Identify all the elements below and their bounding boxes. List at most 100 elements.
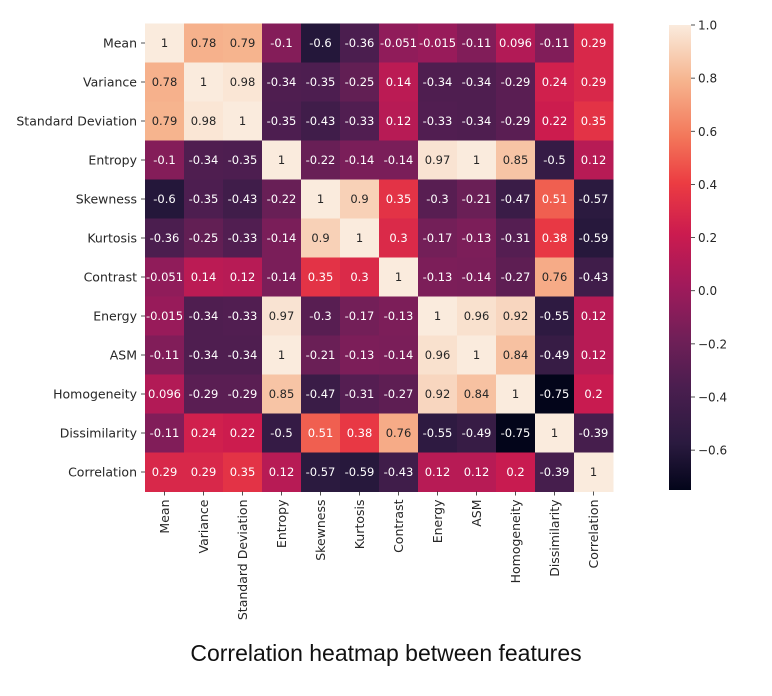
x-tick-label: Standard Deviation: [235, 500, 250, 621]
cell-value-label: -0.47: [501, 192, 531, 206]
x-tick-label: Contrast: [391, 499, 406, 553]
colorbar-ticks: 1.0 0.8 0.6 0.4 0.2 0.0 −0.2 −0.4 −0.6: [691, 19, 727, 458]
cell-value-label: -0.34: [189, 348, 219, 362]
cell-value-label: -0.35: [228, 153, 258, 167]
x-tick-label: Dissimilarity: [547, 499, 562, 577]
heatmap-cell-8-6: [379, 335, 419, 375]
heatmap-cell-0-0: [145, 23, 185, 63]
x-tick-label: Energy: [430, 499, 445, 543]
cell-value-label: 0.51: [542, 192, 568, 206]
x-tick-label: Homogeneity: [508, 499, 523, 583]
heatmap-cell-2-3: [262, 101, 302, 141]
cell-value-label: 0.12: [464, 465, 490, 479]
cell-value-label: -0.5: [543, 153, 565, 167]
cell-value-label: -0.43: [384, 465, 414, 479]
cell-value-label: 0.78: [152, 75, 178, 89]
heatmap-cell-6-3: [262, 257, 302, 297]
cell-value-label: -0.34: [189, 153, 219, 167]
cell-value-label: -0.051: [380, 36, 417, 50]
heatmap-cell-10-3: [262, 413, 302, 453]
heatmap-cell-3-2: [223, 140, 263, 180]
cell-value-label: -0.33: [228, 309, 258, 323]
cell-value-label: 1: [200, 75, 207, 89]
heatmap-cell-8-3: [262, 335, 302, 375]
cell-value-label: 0.96: [464, 309, 490, 323]
heatmap-cell-9-1: [184, 374, 224, 414]
heatmap-cell-1-5: [340, 62, 380, 102]
cell-value-label: 0.29: [152, 465, 178, 479]
cell-value-label: -0.015: [146, 309, 183, 323]
y-tick-label: ASM: [110, 348, 137, 363]
cell-value-label: 0.12: [581, 309, 607, 323]
heatmap-cell-8-5: [340, 335, 380, 375]
cell-value-label: 0.24: [191, 426, 217, 440]
cell-value-label: -0.34: [462, 114, 492, 128]
cell-value-label: -0.29: [501, 75, 531, 89]
heatmap-cell-10-6: [379, 413, 419, 453]
cell-value-label: -0.33: [345, 114, 375, 128]
heatmap-cell-1-4: [301, 62, 341, 102]
cell-value-label: -0.3: [426, 192, 448, 206]
y-tick-label: Variance: [83, 75, 137, 90]
cell-value-label: -0.14: [267, 270, 297, 284]
heatmap-cell-11-10: [535, 452, 575, 492]
cell-value-label: -0.25: [189, 231, 219, 245]
heatmap-cell-2-1: [184, 101, 224, 141]
y-tick-label: Homogeneity: [53, 387, 137, 402]
colorbar-tick-label: 0.2: [698, 231, 717, 245]
cell-value-label: -0.6: [309, 36, 331, 50]
cell-value-label: 0.35: [230, 465, 256, 479]
heatmap-cell-9-8: [457, 374, 497, 414]
cell-value-label: 1: [590, 465, 597, 479]
cell-value-label: 1: [512, 387, 519, 401]
cell-value-label: -0.35: [189, 192, 219, 206]
cell-value-label: -0.17: [423, 231, 453, 245]
heatmap-cell-0-4: [301, 23, 341, 63]
heatmap-cell-5-4: [301, 218, 341, 258]
cell-value-label: -0.75: [501, 426, 531, 440]
cell-value-label: 1: [395, 270, 402, 284]
heatmap-cell-2-9: [496, 101, 536, 141]
cell-value-label: -0.015: [419, 36, 456, 50]
heatmap-cell-5-5: [340, 218, 380, 258]
cell-value-label: 0.14: [386, 75, 412, 89]
heatmap-cell-0-3: [262, 23, 302, 63]
cell-value-label: 1: [473, 153, 480, 167]
y-axis-labels: Mean Variance Standard Deviation Entropy Ske…: [16, 36, 145, 480]
y-tick-label: Kurtosis: [87, 231, 137, 246]
cell-value-label: 0.96: [425, 348, 451, 362]
cell-value-label: -0.6: [153, 192, 175, 206]
cell-value-label: -0.33: [423, 114, 453, 128]
heatmap-cell-1-10: [535, 62, 575, 102]
cell-value-label: 0.38: [347, 426, 373, 440]
cell-value-label: 0.97: [269, 309, 295, 323]
cell-value-label: 0.22: [542, 114, 568, 128]
heatmap-cell-1-2: [223, 62, 263, 102]
y-tick-label: Energy: [93, 309, 137, 324]
cell-value-label: 0.12: [581, 153, 607, 167]
cell-value-label: 0.92: [425, 387, 451, 401]
cell-value-label: 0.12: [581, 348, 607, 362]
colorbar-tick-label: 0.8: [698, 72, 717, 86]
cell-value-label: -0.14: [384, 348, 414, 362]
heatmap-cell-9-6: [379, 374, 419, 414]
cell-value-label: -0.1: [153, 153, 175, 167]
cell-value-label: -0.5: [270, 426, 292, 440]
cell-value-label: 0.29: [581, 36, 607, 50]
heatmap-cell-11-9: [496, 452, 536, 492]
cell-value-label: -0.13: [423, 270, 453, 284]
colorbar-tick-label: 0.0: [698, 284, 717, 298]
cell-value-label: 0.096: [148, 387, 181, 401]
heatmap-cell-1-1: [184, 62, 224, 102]
heatmap-cell-1-9: [496, 62, 536, 102]
heatmap-cell-6-1: [184, 257, 224, 297]
heatmap-cell-5-1: [184, 218, 224, 258]
cell-value-label: -0.14: [267, 231, 297, 245]
heatmap-cell-5-2: [223, 218, 263, 258]
heatmap-cell-2-4: [301, 101, 341, 141]
heatmap-cell-8-7: [418, 335, 458, 375]
heatmap-cell-6-6: [379, 257, 419, 297]
heatmap-cell-7-9: [496, 296, 536, 336]
heatmap-cell-9-11: [574, 374, 614, 414]
heatmap-cell-9-2: [223, 374, 263, 414]
